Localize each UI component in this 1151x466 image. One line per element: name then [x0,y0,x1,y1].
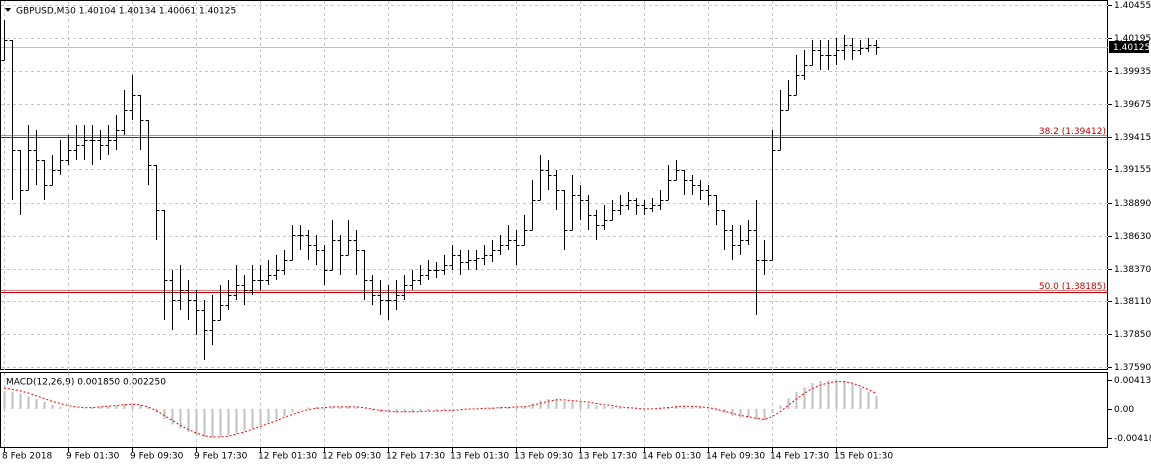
y-tick-label: 1.38110 [1114,297,1151,307]
x-tick-label: 15 Feb 01:30 [834,452,893,462]
level-label: 38.2 (1.39412) [1039,127,1106,137]
x-tick-label: 13 Feb 09:30 [514,452,573,462]
x-tick-label: 12 Feb 17:30 [386,452,445,462]
macd-panel [0,372,1108,448]
level-label: 50.0 (1.38185) [1039,282,1106,292]
y-tick-label: 1.38890 [1114,199,1151,209]
x-tick-label: 14 Feb 09:30 [706,452,765,462]
x-tick-label: 9 Feb 01:30 [66,452,120,462]
y-tick-label: 1.39935 [1114,67,1151,77]
signal-line [3,381,877,438]
menu-arrow[interactable] [5,8,11,12]
current-price-box [1109,41,1149,53]
x-tick-label: 8 Feb 2018 [2,452,53,462]
y-tick-label: 1.38630 [1114,232,1151,242]
x-tick-label: 13 Feb 17:30 [578,452,637,462]
y-tick-label: 1.37590 [1114,363,1151,373]
y-tick-label: 1.39675 [1114,100,1151,110]
y-tick-label: 0.004135 [1114,376,1151,386]
price-panel [0,0,1108,370]
x-tick-label: 12 Feb 01:30 [258,452,317,462]
x-tick-label: 13 Feb 01:30 [450,452,509,462]
y-tick-label: 0.00 [1114,405,1134,415]
x-tick-label: 14 Feb 17:30 [770,452,829,462]
y-tick-label: 1.39415 [1114,133,1151,143]
y-tick-label: -0.004185 [1114,434,1151,444]
macd-title: MACD(12,26,9) 0.001850 0.002250 [6,378,166,388]
y-tick-label: 1.40195 [1114,34,1151,44]
x-tick-label: 9 Feb 17:30 [194,452,248,462]
y-tick-label: 1.38370 [1114,265,1151,275]
y-tick-label: 1.40455 [1114,1,1151,11]
current-price-label: 1.40125 [1113,43,1150,53]
x-tick-label: 14 Feb 01:30 [642,452,701,462]
chart-title: GBPUSD,M30 1.40104 1.40134 1.40061 1.401… [16,7,236,17]
y-tick-label: 1.37850 [1114,330,1151,340]
x-tick-label: 9 Feb 09:30 [130,452,184,462]
y-tick-label: 1.39155 [1114,165,1151,175]
x-tick-label: 12 Feb 09:30 [322,452,381,462]
